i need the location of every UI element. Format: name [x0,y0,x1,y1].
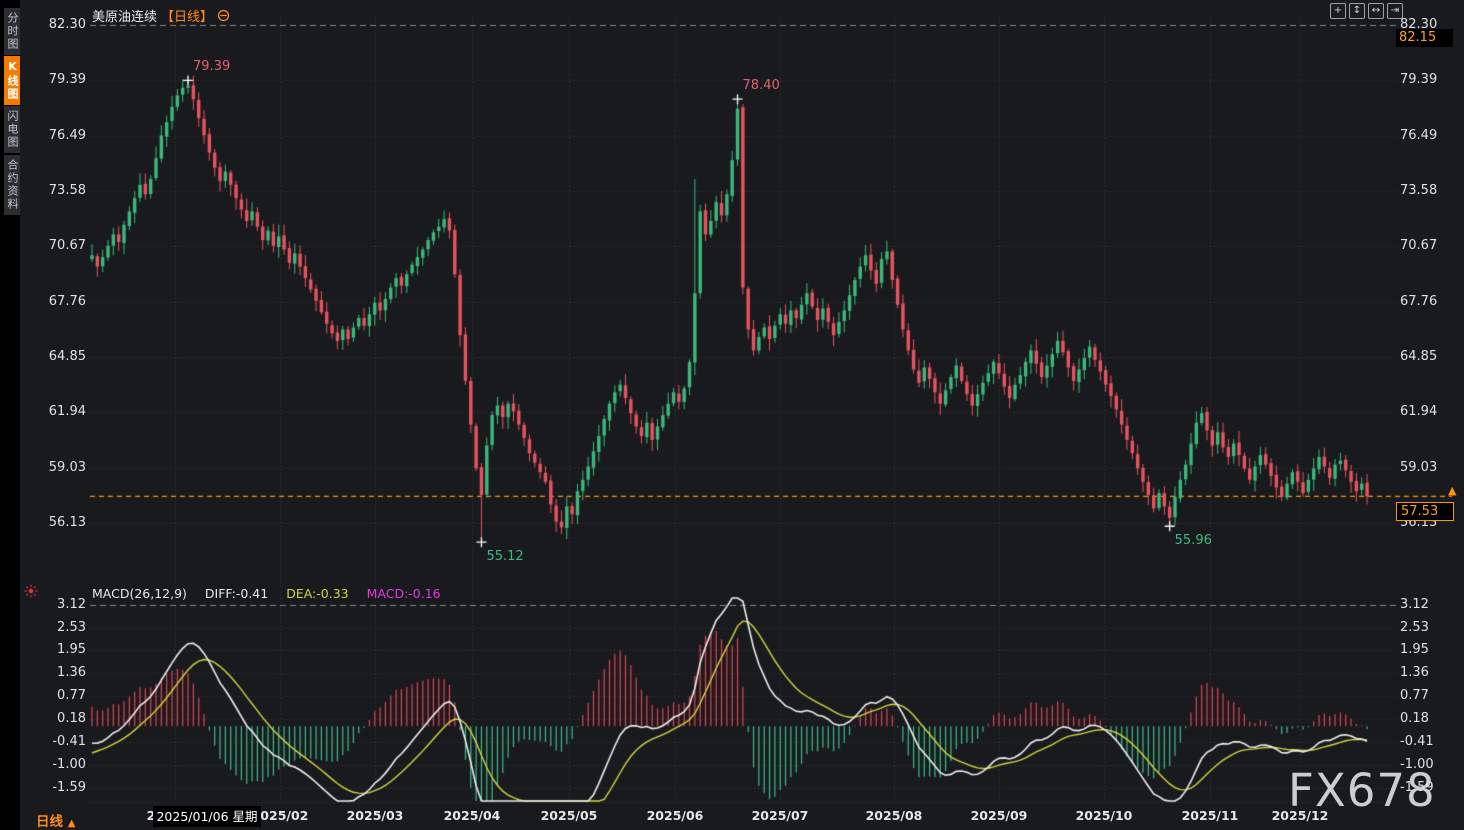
month-label: 2025/10 [1075,808,1133,823]
month-label: 2025/02 [251,808,309,823]
month-label: 2025/09 [970,808,1028,823]
macd-tick-right: 2.53 [1400,619,1429,635]
month-label: 2025/08 [865,808,923,823]
price-tick-left: 70.67 [48,238,86,254]
price-tick-right: 76.49 [1400,127,1438,143]
macd-tick-left: 3.12 [57,597,86,612]
period-selector-arrow-icon: ▲ [67,818,76,829]
indicator-settings-icon[interactable] [217,9,230,22]
macd-tick-right: -1.59 [1400,780,1434,795]
price-tick-right: 79.39 [1400,72,1438,88]
high-price-marker: 82.15 [1396,29,1453,47]
macd-tick-left: 2.53 [57,619,86,635]
macd-bar-value: MACD:-0.16 [366,586,441,601]
macd-tick-right: 1.95 [1400,642,1429,658]
last-price-box: 57.53 [1396,502,1454,521]
month-label: 2025/04 [443,808,501,823]
annotation-low-1: 55.12 [486,549,524,565]
selected-date-box: 2025/01/06 星期一 [153,806,261,827]
price-tick-left: 67.76 [48,293,86,309]
macd-tick-left: 0.77 [57,688,86,704]
price-tick-left: 64.85 [48,349,86,365]
price-tick-right: 61.94 [1400,404,1438,420]
period-badge: 【日线】 [161,10,214,25]
macd-tick-right: 0.77 [1400,688,1429,704]
period-selector-label: 日线 [36,814,63,830]
macd-tick-left: -1.59 [52,780,86,795]
chart-title: 美原油连续 【日线】 [92,6,230,25]
macd-params-label: MACD(26,12,9) [92,586,187,601]
month-label: 2025/12 [1271,808,1329,823]
price-tick-right: 82.30 [1400,17,1438,32]
macd-tick-right: 0.18 [1400,711,1429,727]
price-tick-right: 64.85 [1400,349,1438,365]
crosshair-icon[interactable]: + [1330,3,1346,19]
month-label: 2025/03 [346,808,404,823]
month-label: 2025/05 [540,808,598,823]
macd-tick-right: 1.36 [1400,665,1429,681]
y-axis-scale-icon[interactable]: ↕ [1349,3,1365,19]
macd-tick-left: -1.00 [52,757,86,773]
price-tick-left: 56.13 [48,515,86,530]
symbol-name: 美原油连续 [92,10,158,25]
macd-tick-left: 0.18 [57,711,86,727]
price-tick-left: 82.30 [48,17,86,32]
month-label: 2025/11 [1181,808,1239,823]
sidebar-tab-lightning[interactable]: 闪电图 [4,106,20,153]
price-tick-right: 73.58 [1400,182,1438,198]
macd-tick-left: 1.36 [57,665,86,681]
macd-tick-right: -1.00 [1400,757,1434,773]
sidebar-tab-kline[interactable]: K线图 [4,56,20,105]
price-tick-left: 76.49 [48,127,86,143]
price-tick-right: 70.67 [1400,238,1438,254]
left-rail: 分时图 K线图 闪电图 合约资料 [0,0,20,830]
price-tick-left: 59.03 [48,459,86,475]
macd-diff-value: DIFF:-0.41 [204,586,269,601]
chart-toolbar: + ↕ ↔ ⇥ [1330,3,1403,19]
price-tick-left: 61.94 [48,404,86,420]
macd-tick-left: 1.95 [57,642,86,658]
price-up-arrow-icon: ▲ [1448,484,1457,497]
live-indicator-icon [24,584,38,598]
annotation-high-1: 79.39 [193,59,231,75]
macd-tick-left: -0.41 [52,734,86,750]
period-selector[interactable]: 日线 ▲ [36,810,75,830]
price-tick-right: 67.76 [1400,293,1438,309]
macd-tick-right: -0.41 [1400,734,1434,750]
sidebar-tab-timeshare[interactable]: 分时图 [4,8,20,55]
macd-tick-right: 3.12 [1400,597,1429,612]
month-label: 2025/07 [751,808,809,823]
price-tick-left: 73.58 [48,182,86,198]
price-tick-left: 79.39 [48,72,86,88]
sidebar-tab-contract-info[interactable]: 合约资料 [4,155,20,215]
watermark: FX678 [1288,764,1436,817]
scroll-to-latest-icon[interactable]: ⇥ [1387,3,1403,19]
annotation-low-2: 55.96 [1174,533,1212,549]
month-label: 2025/06 [646,808,704,823]
macd-dea-value: DEA:-0.33 [286,586,349,601]
price-tick-right: 59.03 [1400,459,1438,475]
annotation-high-2: 78.40 [742,78,780,94]
x-axis-scale-icon[interactable]: ↔ [1368,3,1384,19]
macd-indicator-readout: MACD(26,12,9) DIFF:-0.41 DEA:-0.33 MACD:… [92,586,455,601]
